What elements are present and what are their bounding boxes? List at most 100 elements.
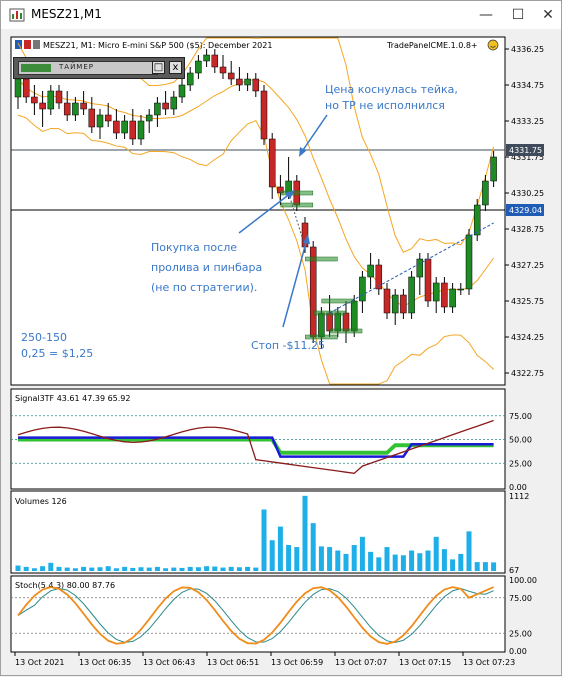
buy-note-line2: пролива и пинбара	[151, 261, 262, 274]
volume-bar	[187, 566, 193, 571]
volume-bar	[409, 550, 415, 571]
candle	[383, 283, 391, 319]
entry-link-line	[329, 222, 494, 314]
volume-bar	[294, 547, 300, 571]
volume-bar	[318, 546, 324, 571]
minimize-button[interactable]: —	[479, 7, 493, 23]
volume-bar	[384, 547, 390, 571]
candle	[113, 109, 120, 139]
volume-panel[interactable]	[10, 490, 506, 574]
timer-progress-bar	[21, 64, 51, 72]
candle	[490, 151, 497, 187]
volume-bar	[89, 567, 95, 571]
volume-bar	[368, 551, 374, 571]
volume-bar	[138, 567, 144, 571]
stop-note: Стоп -$11.25	[251, 339, 325, 352]
candle-body	[473, 204, 481, 236]
tp-note-arrowhead	[299, 147, 306, 157]
main-panel[interactable]	[10, 36, 506, 386]
y-tick-label: 4334.75	[511, 81, 544, 90]
stoch-lines	[17, 586, 494, 645]
candle	[72, 97, 79, 121]
candle-body	[457, 288, 465, 291]
candle-body	[227, 72, 235, 80]
candle-body	[367, 264, 374, 278]
chart-app-icon	[9, 8, 25, 22]
entry-price-label: 4329.04	[509, 206, 542, 215]
candle-body	[326, 312, 333, 332]
candle-body	[80, 102, 87, 110]
candle-body	[113, 120, 120, 134]
volume-bar	[286, 545, 292, 571]
candle-body	[416, 258, 424, 278]
time-tick-label: 13 Oct 06:43	[143, 658, 195, 667]
trade-markers-layer	[280, 190, 494, 340]
stoch-tick-label: 0.00	[509, 647, 527, 656]
candle	[227, 61, 235, 85]
buy-note-line1: Покупка после	[151, 241, 237, 254]
candle-body	[400, 294, 407, 314]
volume-bar	[327, 547, 333, 571]
maximize-button[interactable]: ☐	[511, 7, 525, 23]
candle-body	[408, 276, 415, 314]
candle-body	[137, 120, 145, 140]
candle	[121, 115, 128, 139]
timer-close-button[interactable]: x	[169, 61, 182, 74]
candle-body	[383, 288, 391, 314]
volume-bar	[220, 567, 226, 571]
y-tick-label: 4333.25	[511, 117, 544, 126]
window-title: MESZ21,M1	[31, 7, 102, 21]
close-button[interactable]: ✕	[542, 7, 554, 23]
candle	[39, 91, 46, 127]
volume-bar	[450, 559, 456, 571]
candle-body	[465, 234, 473, 290]
volume-bar	[482, 562, 488, 571]
candle-body	[203, 54, 210, 62]
volume-bar	[81, 566, 87, 571]
candle-body	[63, 102, 71, 116]
volume-bar	[56, 566, 62, 571]
time-axis: 13 Oct 2021 13 Oct 06:35 13 Oct 06:43 13 Oc…	[14, 652, 515, 667]
candle	[260, 85, 268, 145]
volume-bar	[23, 566, 29, 571]
candle	[252, 73, 260, 97]
timer-square-button[interactable]: □	[152, 61, 165, 74]
candle	[482, 175, 489, 211]
chart-info: MESZ21, M1: Micro E-mini S&P 500 ($5): D…	[43, 41, 272, 50]
tp-note-line2: но TP не исполнился	[325, 99, 445, 112]
tp-price-badge	[506, 144, 544, 156]
candle-body	[334, 312, 342, 332]
candle-body	[236, 78, 243, 86]
candle-body	[359, 276, 366, 302]
exit-marker	[329, 328, 363, 334]
buy-note-arrowhead	[285, 190, 295, 199]
volume-bar	[441, 549, 447, 571]
bb-lower-line	[17, 114, 494, 385]
volume-bar	[376, 557, 382, 571]
candle-body	[104, 114, 112, 122]
buy-note-arrow	[238, 192, 292, 234]
y-tick-label: 4328.75	[511, 225, 544, 234]
time-tick-label: 13 Oct 06:51	[207, 658, 259, 667]
candle-body	[178, 84, 186, 98]
stoch-panel[interactable]	[10, 575, 506, 653]
volume-bar	[15, 565, 21, 571]
candle-body	[88, 108, 96, 128]
volume-bar	[400, 555, 406, 571]
y-tick-label: 4336.25	[511, 45, 544, 54]
stop-marker	[305, 256, 338, 262]
volume-bar	[302, 495, 308, 571]
volume-bar	[212, 566, 218, 571]
volume-bar	[48, 562, 54, 571]
signal-tick-label: 50.00	[509, 436, 532, 445]
candle	[137, 115, 145, 145]
candle-body	[252, 78, 260, 92]
candle	[211, 49, 219, 73]
candle-body	[449, 288, 456, 308]
y-tick-label: 4330.25	[511, 189, 544, 198]
volume-bar	[179, 567, 185, 571]
timer-panel[interactable]: ТАЙМЕР □ x	[13, 57, 185, 79]
volume-bar	[474, 562, 480, 571]
volume-bar	[425, 550, 431, 571]
